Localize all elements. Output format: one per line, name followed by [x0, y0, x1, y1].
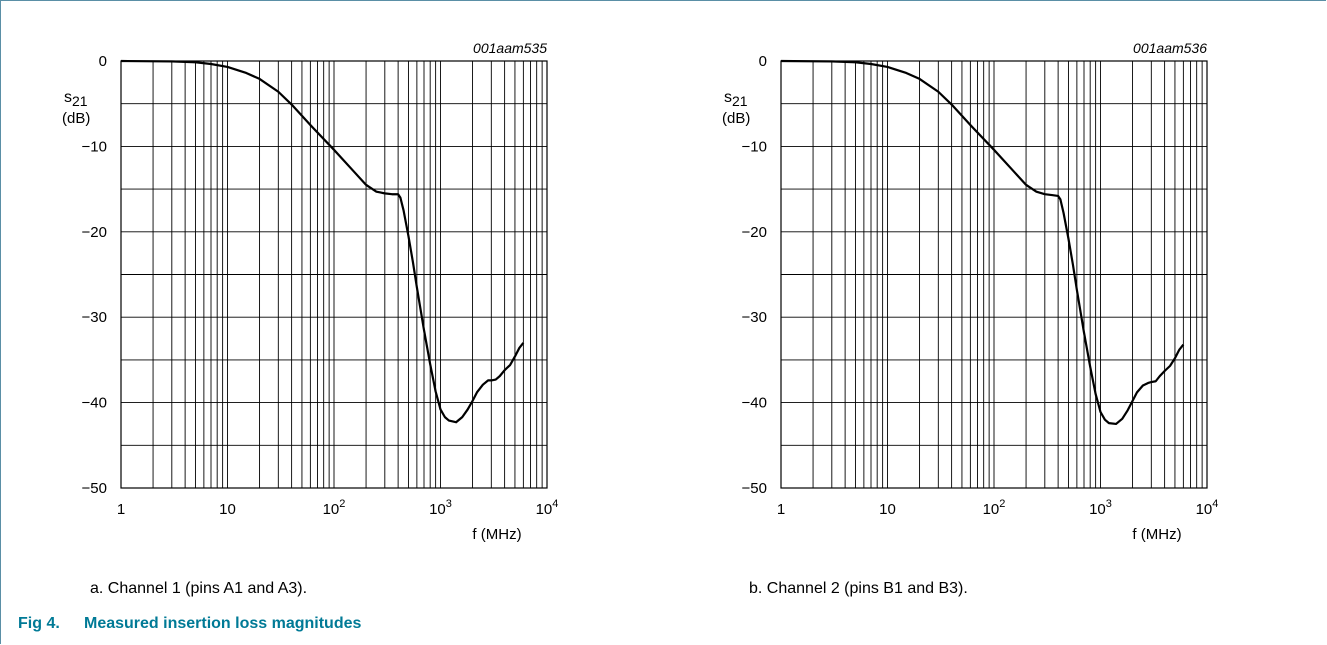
- x-tick-base: 10: [1196, 501, 1213, 518]
- y-tick-label: −30: [82, 309, 107, 326]
- y-tick-label: −30: [742, 309, 767, 326]
- x-tick-base: 10: [323, 501, 340, 518]
- grid: [121, 61, 547, 488]
- series-line: [120, 59, 525, 424]
- x-axis-label: f (MHz): [472, 526, 521, 543]
- x-tick-label: 10: [879, 501, 896, 518]
- x-tick-base: 10: [879, 501, 896, 518]
- x-axis-label: f (MHz): [1132, 526, 1181, 543]
- y-axis-label: s21: [724, 89, 748, 109]
- y-axis-label-main: s: [64, 89, 72, 106]
- y-axis-unit: (dB): [722, 110, 750, 127]
- y-axis-label-main: s: [724, 89, 732, 106]
- x-tick-exponent: 2: [339, 498, 345, 510]
- x-tick-label: 10: [219, 501, 236, 518]
- x-tick-base: 10: [219, 501, 236, 518]
- x-tick-label: 104: [1196, 498, 1219, 518]
- x-tick-exponent: 4: [552, 498, 558, 510]
- y-tick-label: −50: [82, 480, 107, 497]
- x-tick-base: 1: [777, 501, 785, 518]
- x-tick-base: 10: [983, 501, 1000, 518]
- x-tick-exponent: 2: [999, 498, 1005, 510]
- y-tick-label: −50: [742, 480, 767, 497]
- drawing-id: 001aam536: [1133, 40, 1207, 56]
- x-tick-label: 102: [983, 498, 1006, 518]
- grid: [781, 61, 1207, 488]
- x-tick-base: 10: [536, 501, 553, 518]
- y-tick-label: −10: [82, 138, 107, 155]
- y-axis-label: s21: [64, 89, 88, 109]
- x-tick-exponent: 4: [1212, 498, 1218, 510]
- y-tick-label: 0: [99, 53, 107, 70]
- series-line: [780, 59, 1185, 426]
- chart-panel-a: 0 −10 −20 −30 −40 −50 1 10 102 103 104 s21 (dB) f (MH…: [54, 34, 614, 556]
- y-tick-label: −20: [742, 224, 767, 241]
- y-tick-label: −40: [82, 395, 107, 412]
- x-tick-label: 1: [777, 501, 785, 518]
- drawing-id: 001aam535: [473, 40, 547, 56]
- x-tick-base: 10: [1089, 501, 1106, 518]
- caption-a: a. Channel 1 (pins A1 and A3).: [90, 580, 308, 597]
- x-tick-label: 1: [117, 501, 125, 518]
- y-tick-label: −10: [742, 138, 767, 155]
- y-axis-unit: (dB): [62, 110, 90, 127]
- x-tick-exponent: 3: [446, 498, 452, 510]
- x-tick-label: 104: [536, 498, 559, 518]
- chart-panel-b: 0 −10 −20 −30 −40 −50 1 10 102 103 104 s21 (dB) f (MH…: [714, 34, 1274, 556]
- plot-frame: [120, 60, 548, 489]
- x-tick-base: 10: [429, 501, 446, 518]
- plot-frame: [780, 60, 1208, 489]
- y-tick-label: −40: [742, 395, 767, 412]
- x-tick-label: 102: [323, 498, 346, 518]
- y-axis-label-sub: 21: [732, 93, 748, 109]
- x-tick-exponent: 3: [1106, 498, 1112, 510]
- y-axis-label-sub: 21: [72, 93, 88, 109]
- y-tick-label: 0: [759, 53, 767, 70]
- x-tick-label: 103: [429, 498, 452, 518]
- caption-b: b. Channel 2 (pins B1 and B3).: [749, 580, 968, 597]
- figure-caption: Fig 4. Measured insertion loss magnitudes: [18, 615, 361, 633]
- x-tick-label: 103: [1089, 498, 1112, 518]
- x-tick-base: 1: [117, 501, 125, 518]
- figure-title: Measured insertion loss magnitudes: [84, 615, 362, 632]
- y-tick-label: −20: [82, 224, 107, 241]
- figure-number: Fig 4.: [18, 615, 60, 632]
